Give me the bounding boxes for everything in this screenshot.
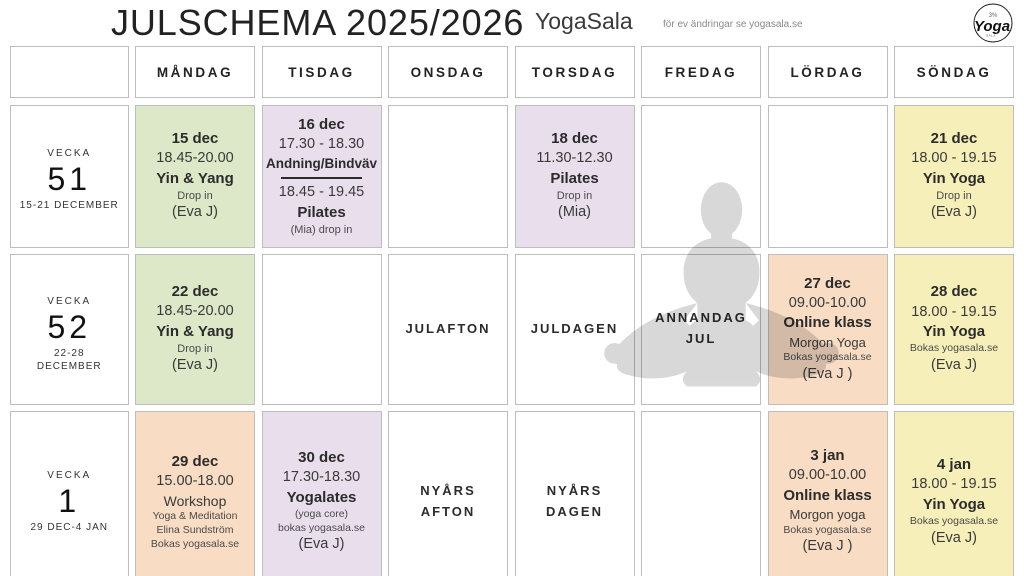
svg-text:Yoga: Yoga [974,18,1010,35]
svg-text:SALA: SALA [986,34,996,38]
